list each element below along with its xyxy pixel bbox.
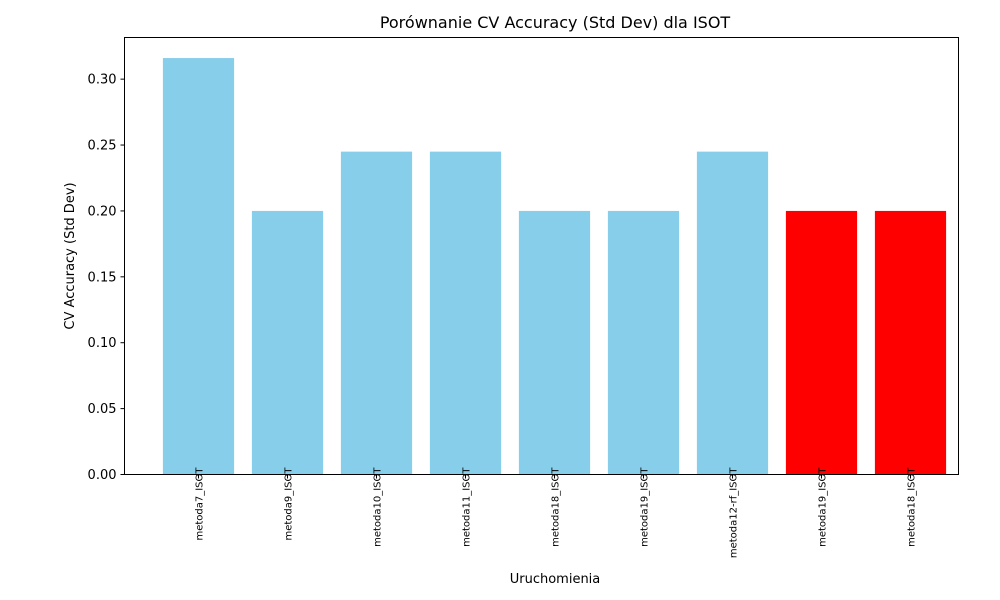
y-tick-label: 0.05 (88, 402, 117, 417)
chart-title: Porównanie CV Accuracy (Std Dev) dla ISO… (380, 13, 731, 32)
y-tick-label: 0.20 (88, 204, 117, 219)
x-tick-label: metoda11_ISOT (462, 467, 473, 547)
y-tick-label: 0.30 (88, 73, 117, 88)
bar-5 (518, 210, 591, 475)
y-axis: 0.00 0.05 0.10 0.15 0.20 0.25 0.30 (88, 73, 125, 483)
bars-group (162, 58, 947, 475)
x-tick-label: metoda18_ISOT (907, 467, 918, 547)
x-tick-label: metoda7_ISOT (195, 467, 206, 541)
x-tick-label: metoda19_ISOT (818, 467, 829, 547)
bar-8 (785, 210, 858, 475)
bar-7 (696, 151, 769, 475)
x-tick-label: metoda9_ISOT (284, 467, 295, 541)
bar-4 (429, 151, 502, 475)
x-axis: metoda7_ISOT metoda9_ISOT metoda10_ISOT met… (195, 467, 918, 559)
bar-9 (874, 210, 947, 475)
bar-3 (340, 151, 413, 475)
x-tick-label: metoda12-rf_ISOT (729, 467, 740, 559)
bar-2 (251, 210, 324, 475)
y-tick-label: 0.00 (88, 468, 117, 483)
plot-frame (124, 37, 959, 475)
y-tick-label: 0.25 (88, 139, 117, 154)
bar-1 (162, 58, 235, 475)
x-axis-label: Uruchomienia (510, 572, 601, 587)
bar-6 (607, 210, 680, 475)
y-tick-label: 0.15 (88, 270, 117, 285)
y-axis-label: CV Accuracy (Std Dev) (63, 182, 78, 329)
y-tick-label: 0.10 (88, 336, 117, 351)
x-tick-label: metoda19_ISOT (640, 467, 651, 547)
x-tick-label: metoda10_ISOT (373, 467, 384, 547)
x-tick-label: metoda18_ISOT (551, 467, 562, 547)
